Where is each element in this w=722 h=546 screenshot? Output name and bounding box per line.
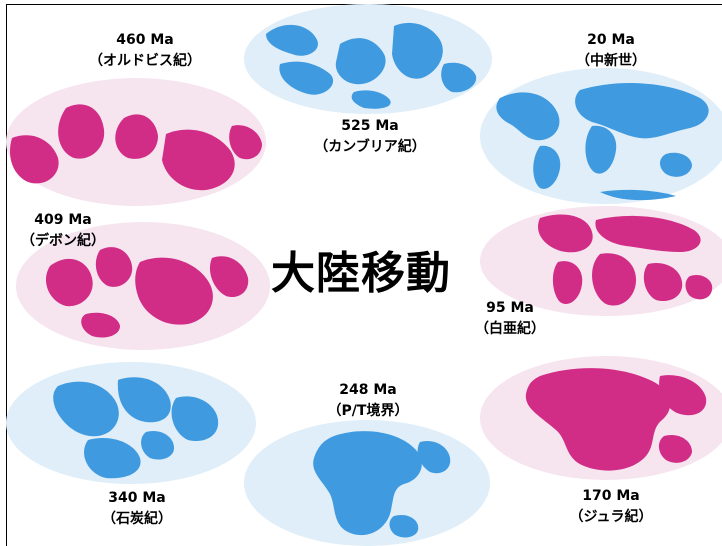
label-248ma: 248 Ma （P/T境界） bbox=[283, 380, 453, 422]
paleomap-460ma bbox=[6, 78, 266, 206]
label-age: 20 Ma bbox=[587, 32, 635, 48]
label-460ma: 460 Ma （オルドビス紀） bbox=[60, 30, 230, 72]
label-409ma: 409 Ma （デボン紀） bbox=[0, 210, 148, 252]
paleomap-525ma bbox=[244, 4, 492, 114]
label-20ma: 20 Ma （中新世） bbox=[526, 30, 696, 72]
label-340ma: 340 Ma （石炭紀） bbox=[52, 488, 222, 530]
paleomap-170ma bbox=[480, 356, 722, 480]
label-age: 340 Ma bbox=[108, 490, 166, 506]
label-age: 95 Ma bbox=[486, 300, 534, 316]
label-period: （ジュラ紀） bbox=[569, 509, 653, 525]
paleomap-95ma bbox=[480, 206, 722, 316]
label-period: （中新世） bbox=[576, 53, 646, 69]
label-period: （デボン紀） bbox=[21, 233, 105, 249]
label-period: （石炭紀） bbox=[102, 511, 172, 527]
label-95ma: 95 Ma （白亜紀） bbox=[425, 298, 595, 340]
label-age: 170 Ma bbox=[582, 488, 640, 504]
label-age: 460 Ma bbox=[116, 32, 174, 48]
paleomap-340ma bbox=[6, 362, 256, 484]
label-age: 525 Ma bbox=[341, 118, 399, 134]
label-period: （白亜紀） bbox=[475, 321, 545, 337]
label-period: （オルドビス紀） bbox=[89, 53, 201, 69]
paleomap-248ma bbox=[244, 420, 490, 546]
label-age: 248 Ma bbox=[339, 382, 397, 398]
main-title: 大陸移動 bbox=[271, 248, 451, 299]
label-period: （カンブリア紀） bbox=[314, 139, 426, 155]
label-170ma: 170 Ma （ジュラ紀） bbox=[526, 486, 696, 528]
left-border bbox=[6, 4, 7, 546]
label-age: 409 Ma bbox=[34, 212, 92, 228]
paleomap-409ma bbox=[16, 222, 270, 350]
label-525ma: 525 Ma （カンブリア紀） bbox=[285, 116, 455, 158]
paleomap-20ma bbox=[480, 68, 722, 204]
label-period: （P/T境界） bbox=[327, 403, 409, 419]
